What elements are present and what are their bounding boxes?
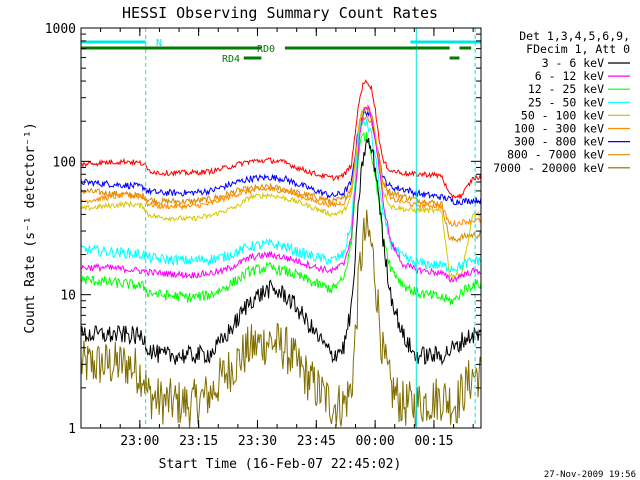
series-6-12-kev — [81, 105, 481, 283]
x-tick-label-1: 23:15 — [179, 434, 218, 449]
series-layer — [81, 79, 481, 428]
y-axis-label: Count Rate (s⁻¹ detector⁻¹) — [23, 122, 38, 333]
x-tick-label-5: 00:15 — [414, 434, 453, 449]
legend-label-0: 3 - 6 keV — [542, 56, 604, 70]
legend-header-1: FDecim 1, Att 0 — [526, 42, 630, 56]
plot-frame — [80, 27, 482, 429]
legend-label-2: 12 - 25 keV — [528, 82, 604, 96]
series-top-envelope — [81, 79, 481, 200]
flag-label-rd0: RD0 — [257, 44, 275, 55]
y-tick-label-2: 100 — [53, 155, 76, 170]
series-50-100-kev — [81, 107, 481, 280]
x-tick-label-4: 00:00 — [356, 434, 395, 449]
series-800-7000-kev — [81, 115, 481, 243]
legend-label-8: 7000 - 20000 keV — [493, 161, 604, 175]
x-tick-label-2: 23:30 — [238, 434, 277, 449]
legend-label-3: 25 - 50 keV — [528, 95, 604, 109]
flag-label-rd4: RD4 — [222, 54, 240, 65]
series-3-6-kev — [81, 137, 481, 366]
legend-header-0: Det 1,3,4,5,6,9, — [519, 29, 630, 43]
legend-label-4: 50 - 100 keV — [521, 108, 604, 122]
flag-label-n: N — [156, 38, 162, 49]
x-tick-label-0: 23:00 — [120, 434, 159, 449]
series-100-300-kev — [81, 104, 481, 228]
chart-title: HESSI Observing Summary Count Rates — [122, 4, 438, 22]
series-7000-20000-kev — [81, 209, 481, 428]
axis-layer: 23:00 23:15 23:30 23:45 00:00 00:15 1 10 100 1000 — [45, 22, 481, 449]
x-axis-label: Start Time (16-Feb-07 22:45:02) — [159, 457, 402, 472]
series-12-25-kev — [81, 131, 481, 306]
legend-label-7: 800 - 7000 keV — [507, 148, 604, 162]
y-tick-label-3: 1000 — [45, 22, 76, 37]
timestamp: 27-Nov-2009 19:56 — [544, 470, 636, 480]
flag-layer: N RD0 RD4 — [81, 38, 481, 65]
y-tick-label-1: 10 — [60, 289, 76, 304]
legend-label-5: 100 - 300 keV — [514, 122, 604, 136]
legend-label-6: 300 - 800 keV — [514, 135, 604, 149]
series-300-800-kev — [81, 109, 481, 206]
y-tick-label-0: 1 — [68, 422, 76, 437]
x-tick-label-3: 23:45 — [297, 434, 336, 449]
series-25-50-kev — [81, 118, 481, 274]
legend: Det 1,3,4,5,6,9,FDecim 1, Att 03 - 6 keV… — [493, 29, 630, 175]
legend-label-1: 6 - 12 keV — [535, 69, 604, 83]
